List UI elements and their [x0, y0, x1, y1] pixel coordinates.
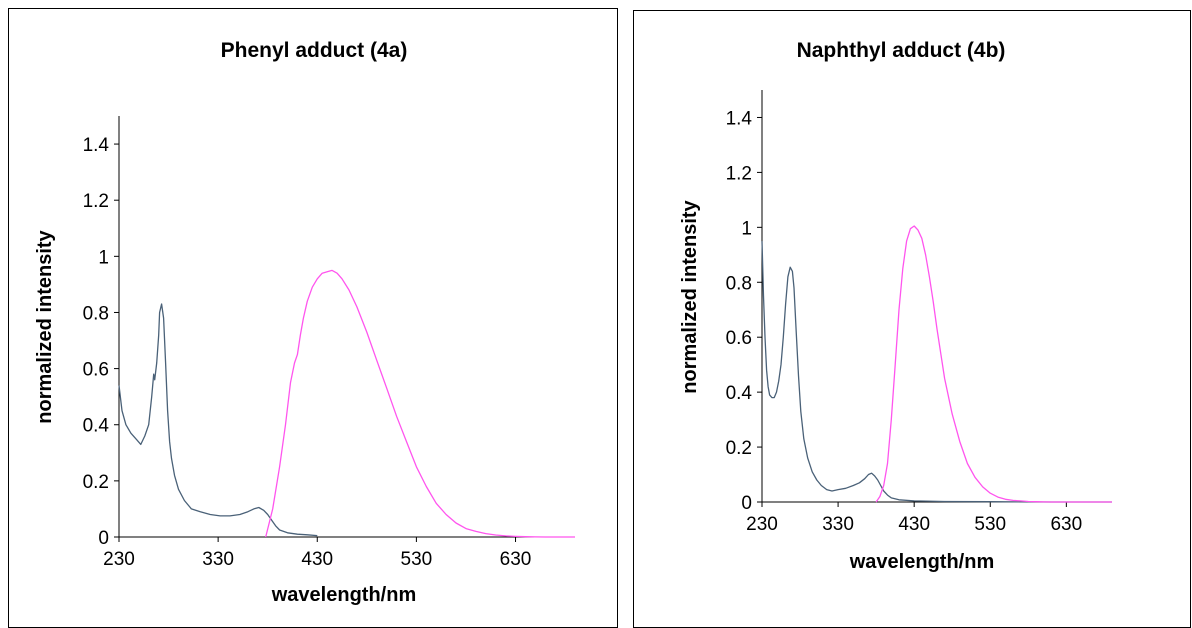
x-tick-label: 530: [974, 514, 1006, 535]
y-tick-label: 0.6: [83, 360, 109, 381]
chart-title: Naphthyl adduct (4b): [797, 39, 1006, 62]
y-tick-label: 1: [98, 247, 109, 268]
x-tick-label: 330: [202, 549, 234, 570]
x-tick-label: 530: [401, 549, 433, 570]
y-tick-label: 0.2: [726, 438, 752, 459]
emission-series-line: [875, 225, 1112, 503]
x-tick-label: 230: [746, 514, 778, 535]
chart-svg-phenyl: Phenyl adduct (4a) 0 0.2 0.4 0.6 0.8 1 1.2 1.4 23…: [34, 39, 575, 606]
y-axis-label: normalized intensity: [34, 229, 56, 423]
emission-series-line: [265, 269, 575, 538]
chart-svg-naphthyl: Naphthyl adduct (4b) 0 0.2 0.4 0.6 0.8 1 1.2 1.4…: [679, 39, 1112, 573]
x-axis-label: wavelength/nm: [849, 551, 994, 573]
y-tick-label: 0.6: [726, 328, 752, 349]
x-tick-label: 430: [898, 514, 930, 535]
y-tick-label: 1.2: [726, 163, 752, 184]
x-tick-label: 630: [1050, 514, 1082, 535]
y-tick-label: 1: [741, 218, 752, 239]
x-tick-label: 430: [301, 549, 333, 570]
y-tick-label: 0.4: [83, 416, 110, 437]
x-tick-label: 230: [103, 549, 135, 570]
y-tick-label: 1.4: [726, 108, 753, 129]
y-tick-label: 1.4: [83, 135, 110, 156]
y-tick-label: 0: [98, 528, 109, 549]
chart-panel-phenyl: Phenyl adduct (4a) 0 0.2 0.4 0.6 0.8 1 1.2 1.4 23…: [8, 8, 618, 628]
y-tick-label: 0.2: [83, 472, 109, 493]
absorption-series-line: [118, 303, 318, 537]
y-axis-label: normalized intensity: [679, 199, 701, 393]
y-tick-label: 0.8: [726, 273, 752, 294]
y-tick-label: 0: [741, 493, 752, 514]
y-tick-label: 0.8: [83, 303, 109, 324]
chart-title: Phenyl adduct (4a): [221, 39, 408, 62]
absorption-series-line: [761, 241, 1112, 503]
x-tick-label: 330: [822, 514, 854, 535]
chart-panel-naphthyl: Naphthyl adduct (4b) 0 0.2 0.4 0.6 0.8 1 1.2 1.4…: [633, 10, 1191, 628]
x-tick-label: 630: [500, 549, 532, 570]
y-tick-label: 1.2: [83, 191, 109, 212]
y-tick-label: 0.4: [726, 383, 753, 404]
x-axis-label: wavelength/nm: [271, 584, 416, 606]
